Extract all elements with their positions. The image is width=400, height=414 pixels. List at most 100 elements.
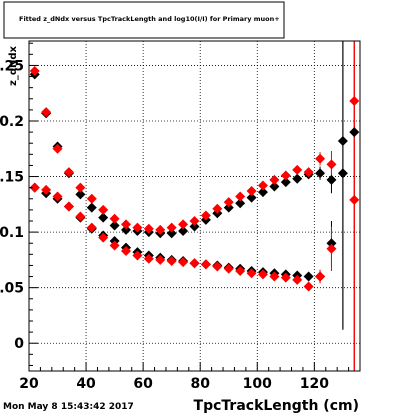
data-point (315, 271, 326, 282)
data-point (303, 167, 314, 178)
x-tick-label: 80 (190, 376, 210, 392)
title-box: Fitted z_dNdx versus TpcTrackLength and … (3, 1, 285, 39)
data-point (75, 189, 86, 200)
data-point (121, 246, 132, 256)
y-tick-label: 0.1 (0, 225, 24, 241)
data-point (189, 221, 200, 232)
data-point (29, 66, 40, 76)
x-tick-label: 100 (243, 376, 272, 392)
data-point (63, 201, 74, 212)
data-point (143, 253, 154, 264)
data-point (121, 219, 132, 230)
data-point (109, 240, 120, 251)
title-frame (3, 1, 285, 39)
x-tick-label: 120 (300, 376, 329, 392)
data-point (326, 174, 337, 185)
data-point (349, 96, 360, 106)
data-point (166, 228, 177, 239)
data-point (86, 202, 97, 213)
x-axis-title: TpcTrackLength (cm) (194, 398, 359, 414)
data-point (75, 182, 86, 193)
data-point (292, 274, 303, 285)
data-point (75, 211, 86, 222)
data-point (235, 191, 246, 202)
data-point (326, 238, 337, 249)
data-point (178, 219, 189, 230)
y-tick-label: 0.15 (0, 170, 24, 186)
data-point (326, 243, 337, 254)
data-point (41, 107, 52, 118)
data-point (86, 193, 97, 204)
data-point (223, 263, 234, 274)
data-point (280, 170, 291, 181)
data-point (257, 180, 268, 191)
data-point (246, 186, 257, 196)
data-point (337, 168, 348, 179)
data-point (109, 213, 120, 224)
data-point (257, 187, 268, 198)
data-point (200, 210, 211, 221)
data-point (223, 197, 234, 208)
data-point (166, 256, 177, 266)
data-point (257, 269, 268, 280)
data-point (109, 220, 120, 231)
data-point (349, 194, 360, 205)
grid-layer (28, 41, 360, 371)
data-point (143, 223, 154, 234)
data-point (63, 167, 74, 178)
data-point (178, 257, 189, 268)
y-axis-title: z_dNdx (8, 45, 19, 86)
data-point (41, 184, 52, 195)
y-tick-label: 0.2 (0, 114, 24, 130)
data-point (98, 204, 109, 215)
data-point (212, 261, 223, 272)
data-point (349, 127, 360, 138)
data-point (303, 281, 314, 292)
data-point (292, 173, 303, 184)
data-point (52, 143, 63, 154)
data-point (189, 258, 200, 269)
data-point (98, 232, 109, 243)
data-point (246, 192, 257, 203)
data-point (86, 222, 97, 233)
plot-frame (28, 40, 361, 372)
data-point (337, 136, 348, 146)
data-point (315, 168, 326, 179)
data-point (132, 250, 143, 261)
data-point (189, 216, 200, 226)
data-point (269, 174, 280, 185)
data-point (223, 202, 234, 213)
data-point (280, 177, 291, 188)
data-point (235, 266, 246, 276)
data-point (155, 224, 166, 235)
data-point (269, 181, 280, 192)
data-point (269, 271, 280, 282)
data-point (212, 203, 223, 214)
data-markers (29, 66, 360, 292)
data-point (166, 222, 177, 233)
data-point (29, 182, 40, 193)
data-point (292, 164, 303, 175)
axes: 20 40 60 80 100 120 0 0.05 0.1 0.15 0.2 0.25 (0, 42, 361, 392)
data-point (98, 212, 109, 223)
x-tick-label: 40 (76, 376, 96, 392)
y-tick-label: 0.25 (0, 58, 24, 74)
x-tick-label: 20 (19, 376, 39, 392)
data-point (200, 259, 211, 270)
data-point (280, 272, 291, 283)
data-point (121, 224, 132, 235)
data-point (235, 198, 246, 209)
data-point (246, 268, 257, 279)
x-tick-label: 60 (133, 376, 153, 392)
chart-title: Fitted z_dNdx versus TpcTrackLength and … (19, 15, 280, 23)
data-point (52, 191, 63, 202)
data-point (315, 153, 326, 164)
data-point (155, 254, 166, 265)
y-tick-label: 0.05 (0, 281, 24, 297)
data-point (303, 271, 314, 282)
data-point (326, 159, 337, 170)
timestamp: Mon May 8 15:43:42 2017 (3, 402, 134, 412)
y-tick-label: 0 (14, 336, 24, 352)
data-point (132, 222, 143, 233)
